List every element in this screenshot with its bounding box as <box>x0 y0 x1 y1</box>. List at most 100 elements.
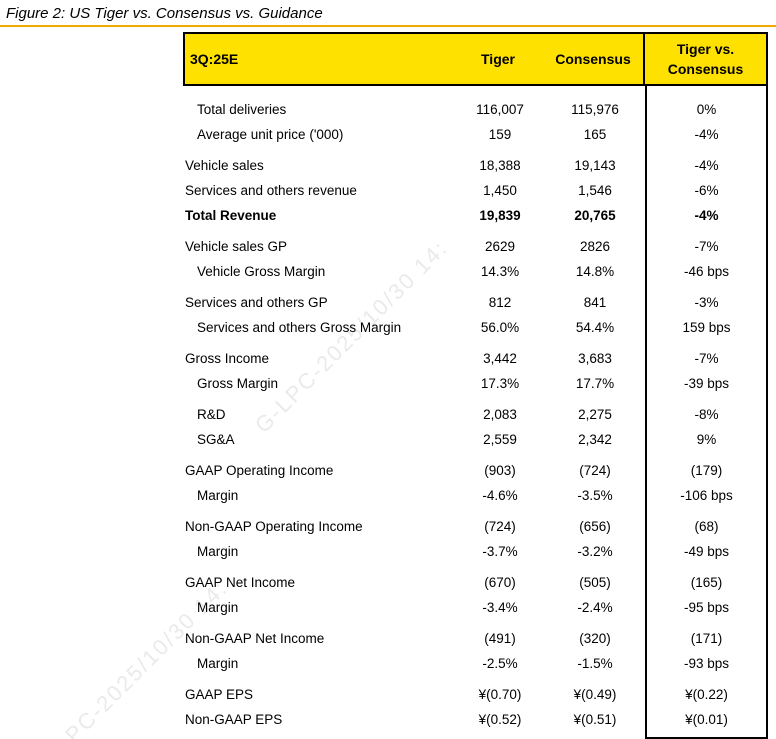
diff-value: -4% <box>694 127 719 142</box>
diff-value: -4% <box>694 158 719 173</box>
diff-value: -3% <box>694 295 719 310</box>
row-label: Vehicle sales GP <box>185 239 288 254</box>
diff-value: 9% <box>696 432 717 447</box>
consensus-value: 1,546 <box>578 183 612 198</box>
row-label: Services and others GP <box>185 295 328 310</box>
comparison-table: 3Q:25E Tiger Consensus Tiger vs. Consens… <box>183 32 768 739</box>
diff-header-line1: Tiger vs. <box>676 40 735 57</box>
row-label: Non-GAAP Operating Income <box>185 519 363 534</box>
table-row: GAAP Net Income (670) (505) (165) <box>183 570 768 595</box>
consensus-value: 3,683 <box>578 351 612 366</box>
table-row: Services and others revenue 1,450 1,546 -6% <box>183 178 768 203</box>
row-label: R&D <box>197 407 226 422</box>
consensus-column-header: Consensus <box>555 51 631 67</box>
tiger-value: -2.5% <box>482 656 518 671</box>
diff-value: (171) <box>690 631 723 646</box>
tiger-value: 3,442 <box>483 351 517 366</box>
row-label: GAAP EPS <box>185 687 254 702</box>
table-header-row: 3Q:25E Tiger Consensus Tiger vs. Consens… <box>183 32 768 86</box>
row-group: Non-GAAP Net Income (491) (320) (171) Margin… <box>183 626 768 676</box>
table-row: Margin -3.4% -2.4% -95 bps <box>183 595 768 620</box>
diff-header-line2: Consensus <box>667 61 744 77</box>
table-body: Total deliveries 116,007 115,976 0% Average … <box>183 86 768 739</box>
diff-value: -46 bps <box>683 264 730 279</box>
tiger-value: 2,083 <box>483 407 517 422</box>
tiger-value: (491) <box>484 631 516 646</box>
table-row: GAAP EPS ¥(0.70) ¥(0.49) ¥(0.22) <box>183 682 768 707</box>
row-group: Gross Income 3,442 3,683 -7% Gross Margin 17.… <box>183 346 768 396</box>
row-label: Margin <box>197 488 239 503</box>
table-row: Total deliveries 116,007 115,976 0% <box>183 97 768 122</box>
tiger-value: ¥(0.52) <box>478 712 522 727</box>
diff-value: -4% <box>694 208 719 223</box>
table-row: GAAP Operating Income (903) (724) (179) <box>183 458 768 483</box>
table-row: Gross Income 3,442 3,683 -7% <box>183 346 768 371</box>
table-header-main-box: 3Q:25E Tiger Consensus <box>183 32 645 86</box>
consensus-value: 2,275 <box>578 407 612 422</box>
consensus-value: -3.2% <box>577 544 613 559</box>
diff-value: -49 bps <box>683 544 730 559</box>
consensus-value: 17.7% <box>575 376 615 391</box>
tiger-value: ¥(0.70) <box>478 687 522 702</box>
table-row: Margin -2.5% -1.5% -93 bps <box>183 651 768 676</box>
row-label: Non-GAAP EPS <box>185 712 283 727</box>
diff-value: (179) <box>690 463 723 478</box>
consensus-value: 2,342 <box>578 432 612 447</box>
row-label: Vehicle sales <box>185 158 264 173</box>
diff-value: -39 bps <box>683 376 730 391</box>
tiger-value: 18,388 <box>479 158 521 173</box>
period-header-cell: 3Q:25E <box>190 51 239 67</box>
table-row: Margin -4.6% -3.5% -106 bps <box>183 483 768 508</box>
row-label: SG&A <box>197 432 235 447</box>
consensus-value: 14.8% <box>575 264 615 279</box>
consensus-value: 20,765 <box>574 208 616 223</box>
consensus-value: 19,143 <box>574 158 616 173</box>
row-group: Vehicle sales 18,388 19,143 -4% Services and… <box>183 153 768 228</box>
row-label: Gross Margin <box>197 376 279 391</box>
row-group: Total deliveries 116,007 115,976 0% Average … <box>183 97 768 147</box>
consensus-value: 165 <box>583 127 607 142</box>
consensus-value: 2826 <box>579 239 611 254</box>
tiger-value: 1,450 <box>483 183 517 198</box>
row-label: Gross Income <box>185 351 270 366</box>
tiger-value: 2,559 <box>483 432 517 447</box>
consensus-value: (724) <box>579 463 611 478</box>
figure-title: Figure 2: US Tiger vs. Consensus vs. Gui… <box>6 5 323 22</box>
tiger-value: -3.7% <box>482 544 518 559</box>
table-row: SG&A 2,559 2,342 9% <box>183 427 768 452</box>
tiger-value: -3.4% <box>482 600 518 615</box>
table-row: R&D 2,083 2,275 -8% <box>183 402 768 427</box>
diff-value: 0% <box>696 102 717 117</box>
tiger-column-header: Tiger <box>481 51 515 67</box>
row-label: GAAP Net Income <box>185 575 296 590</box>
row-group: Non-GAAP Operating Income (724) (656) (68) M… <box>183 514 768 564</box>
diff-value: -8% <box>694 407 719 422</box>
row-group: GAAP Operating Income (903) (724) (179) Marg… <box>183 458 768 508</box>
tiger-value: (670) <box>484 575 516 590</box>
row-group: GAAP EPS ¥(0.70) ¥(0.49) ¥(0.22) Non-GAAP EP… <box>183 682 768 732</box>
consensus-value: (656) <box>579 519 611 534</box>
row-group: GAAP Net Income (670) (505) (165) Margin -3.4… <box>183 570 768 620</box>
table-row: Margin -3.7% -3.2% -49 bps <box>183 539 768 564</box>
table-row: Vehicle sales GP 2629 2826 -7% <box>183 234 768 259</box>
row-label: GAAP Operating Income <box>185 463 334 478</box>
diff-value: -7% <box>694 351 719 366</box>
consensus-value: -2.4% <box>577 600 613 615</box>
diff-value: 159 bps <box>682 320 731 335</box>
consensus-value: 115,976 <box>571 102 619 117</box>
diff-value: -6% <box>694 183 719 198</box>
consensus-value: -1.5% <box>577 656 613 671</box>
diff-column-header: Tiger vs. Consensus <box>643 32 768 86</box>
consensus-value: 54.4% <box>575 320 615 335</box>
diff-value: -95 bps <box>683 600 730 615</box>
table-row: Services and others GP 812 841 -3% <box>183 290 768 315</box>
table-row: Non-GAAP EPS ¥(0.52) ¥(0.51) ¥(0.01) <box>183 707 768 732</box>
diff-value: -93 bps <box>683 656 730 671</box>
row-group: R&D 2,083 2,275 -8% SG&A 2,559 2,342 9% <box>183 402 768 452</box>
table-row: Services and others Gross Margin 56.0% 54.… <box>183 315 768 340</box>
tiger-value: (903) <box>484 463 516 478</box>
diff-value: -106 bps <box>680 488 733 503</box>
tiger-value: 116,007 <box>476 102 524 117</box>
row-label: Margin <box>197 656 239 671</box>
